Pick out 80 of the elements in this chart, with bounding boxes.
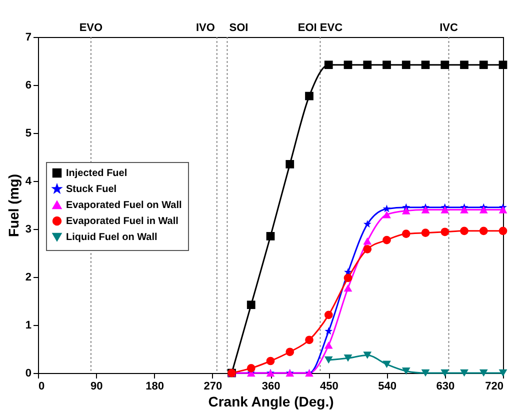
y-tick-label: 1 <box>25 320 32 332</box>
point <box>266 232 275 240</box>
y-tick-label: 2 <box>25 272 32 284</box>
point <box>479 60 488 70</box>
point <box>344 284 352 292</box>
x-tick-label: 270 <box>204 380 222 392</box>
point <box>479 369 488 377</box>
point <box>324 342 333 349</box>
point <box>421 228 430 238</box>
point <box>479 206 488 214</box>
x-tick-label: 540 <box>378 380 396 392</box>
point <box>382 210 391 218</box>
point <box>402 367 410 375</box>
point <box>324 356 333 364</box>
point <box>382 60 391 70</box>
point <box>363 237 372 245</box>
legend-label: Stuck Fuel <box>66 184 117 195</box>
legend-label: Evaporated Fuel in Wall <box>66 216 179 227</box>
point <box>363 352 372 359</box>
y-axis-title: Fuel (mg) <box>5 174 22 237</box>
point <box>363 220 372 228</box>
point <box>498 369 508 377</box>
point <box>344 274 352 282</box>
y-tick-label: 7 <box>25 32 32 44</box>
x-tick-label: 180 <box>146 380 164 392</box>
point <box>498 226 508 236</box>
point <box>402 60 410 70</box>
point <box>440 206 450 214</box>
point <box>460 60 468 70</box>
point <box>402 207 410 214</box>
point <box>324 310 333 320</box>
point <box>324 60 333 70</box>
legend-label: Injected Fuel <box>66 168 128 179</box>
point <box>460 369 468 377</box>
point <box>498 206 508 214</box>
point <box>305 336 314 344</box>
point <box>440 369 450 377</box>
ref-line-label: SOI <box>229 22 248 34</box>
point <box>344 60 352 70</box>
point <box>382 204 391 212</box>
y-tick-label: 4 <box>25 176 32 188</box>
point <box>382 236 391 244</box>
ref-line-label: EOI EVC <box>298 22 343 34</box>
x-tick-label: 90 <box>90 380 103 392</box>
point <box>344 354 352 362</box>
legend-label: Liquid Fuel on Wall <box>66 232 158 243</box>
point <box>382 360 391 368</box>
x-tick-label: 0 <box>38 380 45 392</box>
point <box>246 364 256 372</box>
point <box>421 369 430 377</box>
point <box>286 348 294 356</box>
y-tick-label: 0 <box>25 368 32 380</box>
legend-label: Evaporated Fuel on Wall <box>66 200 182 211</box>
y-tick-label: 6 <box>25 80 32 92</box>
x-axis-title: Crank Angle (Deg.) <box>208 394 334 410</box>
point <box>363 60 372 70</box>
point <box>286 160 294 168</box>
x-tick-label: 720 <box>485 380 504 392</box>
point <box>421 60 430 70</box>
point <box>266 356 275 366</box>
ref-line-label: IVO <box>196 22 216 34</box>
point <box>246 300 256 310</box>
ref-line-label: IVC <box>440 22 458 34</box>
y-tick-label: 3 <box>25 224 32 236</box>
point <box>440 228 450 236</box>
point <box>324 327 333 335</box>
y-tick-label: 5 <box>25 128 32 140</box>
x-tick-label: 450 <box>320 380 338 392</box>
point <box>498 60 508 70</box>
x-tick-label: 630 <box>436 380 455 392</box>
ref-line-label: EVO <box>79 22 104 34</box>
point <box>460 226 468 236</box>
point <box>402 230 410 238</box>
x-tick-label: 360 <box>262 380 280 392</box>
point <box>460 206 468 214</box>
point <box>363 244 372 254</box>
point <box>305 92 314 100</box>
point <box>479 226 488 236</box>
point <box>421 206 430 214</box>
point <box>440 60 450 70</box>
